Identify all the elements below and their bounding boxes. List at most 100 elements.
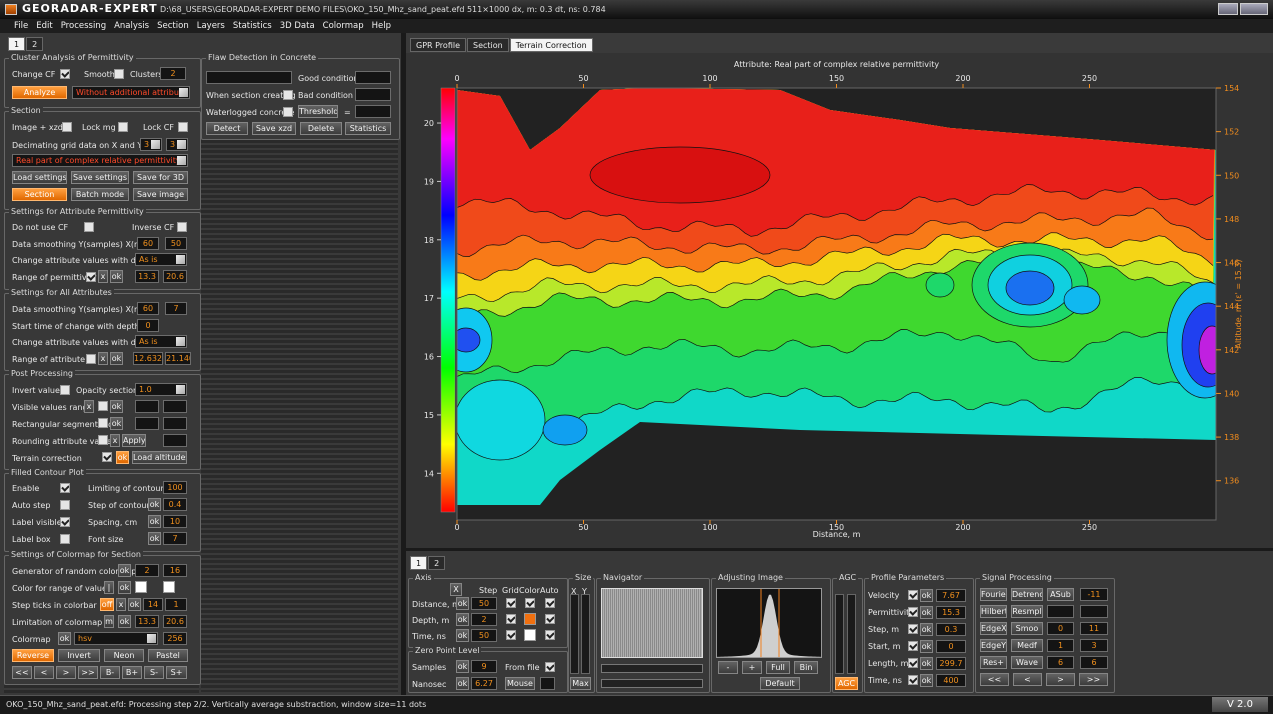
maximize-button[interactable]: [1240, 3, 1268, 15]
checkbox[interactable]: [60, 385, 70, 395]
small-button[interactable]: ok: [456, 613, 469, 626]
select[interactable]: As is: [135, 253, 187, 266]
checkbox[interactable]: [62, 122, 72, 132]
small-button[interactable]: ok: [920, 674, 933, 687]
checkbox[interactable]: [545, 598, 555, 608]
button[interactable]: Pastel: [148, 649, 188, 662]
button[interactable]: Default: [760, 677, 800, 690]
menu-item[interactable]: Help: [371, 21, 391, 31]
small-button[interactable]: ok: [118, 564, 131, 577]
minimize-button[interactable]: [1218, 3, 1238, 15]
small-button[interactable]: x: [84, 400, 94, 413]
select[interactable]: 1.0: [135, 383, 187, 396]
menu-item[interactable]: Processing: [60, 21, 107, 31]
button[interactable]: off: [100, 598, 114, 611]
tab[interactable]: Section: [467, 38, 509, 52]
select[interactable]: As is: [135, 335, 187, 348]
button[interactable]: Batch mode: [71, 188, 129, 201]
small-button[interactable]: ok: [920, 623, 933, 636]
small-button[interactable]: x: [98, 352, 108, 365]
button[interactable]: Invert: [58, 649, 100, 662]
field[interactable]: [1080, 605, 1108, 618]
checkbox[interactable]: [114, 69, 124, 79]
button[interactable]: Fourier: [980, 588, 1007, 601]
color-swatch[interactable]: [163, 581, 175, 593]
field[interactable]: [355, 105, 391, 118]
button[interactable]: <<: [980, 673, 1009, 686]
checkbox[interactable]: [60, 500, 70, 510]
checkbox[interactable]: [60, 534, 70, 544]
small-button[interactable]: x: [116, 598, 126, 611]
select[interactable]: Real part of complex relative permittivi…: [12, 154, 188, 167]
select[interactable]: 3: [166, 138, 188, 151]
button[interactable]: <: [1013, 673, 1042, 686]
small-button[interactable]: ok: [118, 581, 131, 594]
field[interactable]: [355, 71, 391, 84]
small-button[interactable]: ok: [456, 629, 469, 642]
slider[interactable]: [581, 594, 590, 674]
small-button[interactable]: ok: [118, 615, 131, 628]
menu-item[interactable]: Section: [157, 21, 189, 31]
button[interactable]: Mouse: [505, 677, 535, 690]
button[interactable]: >: [1046, 673, 1075, 686]
small-button[interactable]: ok: [920, 606, 933, 619]
slider[interactable]: [847, 594, 856, 674]
button[interactable]: >>: [1079, 673, 1108, 686]
button[interactable]: Hilbert: [980, 605, 1007, 618]
small-button[interactable]: ok: [148, 532, 161, 545]
menu-item[interactable]: Colormap: [322, 21, 364, 31]
checkbox[interactable]: [908, 675, 918, 685]
checkbox[interactable]: [102, 452, 112, 462]
checkbox[interactable]: [98, 418, 108, 428]
button[interactable]: Load altitudes: [132, 451, 187, 464]
small-button[interactable]: ok: [110, 417, 123, 430]
small-button[interactable]: X: [450, 583, 462, 596]
small-button[interactable]: ok: [110, 352, 123, 365]
navigator-view[interactable]: [601, 588, 703, 658]
small-button[interactable]: ok: [920, 657, 933, 670]
button[interactable]: >>: [78, 666, 98, 679]
small-button[interactable]: ok: [920, 640, 933, 653]
checkbox[interactable]: [506, 598, 516, 608]
tab[interactable]: 1: [8, 37, 26, 51]
button[interactable]: -: [718, 661, 738, 674]
button[interactable]: EdgeX: [980, 622, 1007, 635]
checkbox[interactable]: [98, 435, 108, 445]
scrollbar[interactable]: [601, 664, 703, 673]
field[interactable]: [540, 677, 555, 690]
splitter[interactable]: [406, 548, 1273, 551]
button[interactable]: Wave: [1011, 656, 1043, 669]
select[interactable]: Without additional attribute: [72, 86, 190, 99]
checkbox[interactable]: [118, 122, 128, 132]
button[interactable]: EdgeY: [980, 639, 1007, 652]
button[interactable]: B+: [122, 666, 142, 679]
checkbox[interactable]: [506, 630, 516, 640]
button[interactable]: +: [742, 661, 762, 674]
button[interactable]: Full: [766, 661, 790, 674]
button[interactable]: AGC: [835, 677, 858, 690]
slider[interactable]: [835, 594, 844, 674]
button[interactable]: Load settings: [12, 171, 67, 184]
button[interactable]: Bin: [794, 661, 818, 674]
button[interactable]: Smoo: [1011, 622, 1043, 635]
button[interactable]: Threshold: [298, 105, 338, 118]
select[interactable]: hsv: [74, 632, 158, 645]
tab[interactable]: GPR Profile: [410, 38, 466, 52]
checkbox[interactable]: [178, 122, 188, 132]
small-button[interactable]: m: [104, 615, 114, 628]
button[interactable]: Section: [12, 188, 67, 201]
button[interactable]: ASub: [1047, 588, 1074, 601]
color-swatch[interactable]: [524, 613, 536, 625]
checkbox[interactable]: [908, 658, 918, 668]
button[interactable]: Detect: [206, 122, 248, 135]
splitter[interactable]: [401, 33, 406, 695]
button[interactable]: Statistics: [345, 122, 391, 135]
small-button[interactable]: ok: [58, 632, 71, 645]
small-button[interactable]: ok: [920, 589, 933, 602]
field[interactable]: [163, 400, 187, 413]
select[interactable]: 3: [140, 138, 162, 151]
button[interactable]: Neon: [104, 649, 144, 662]
checkbox[interactable]: [84, 222, 94, 232]
button[interactable]: Save image: [133, 188, 188, 201]
button[interactable]: Save xzd: [252, 122, 296, 135]
